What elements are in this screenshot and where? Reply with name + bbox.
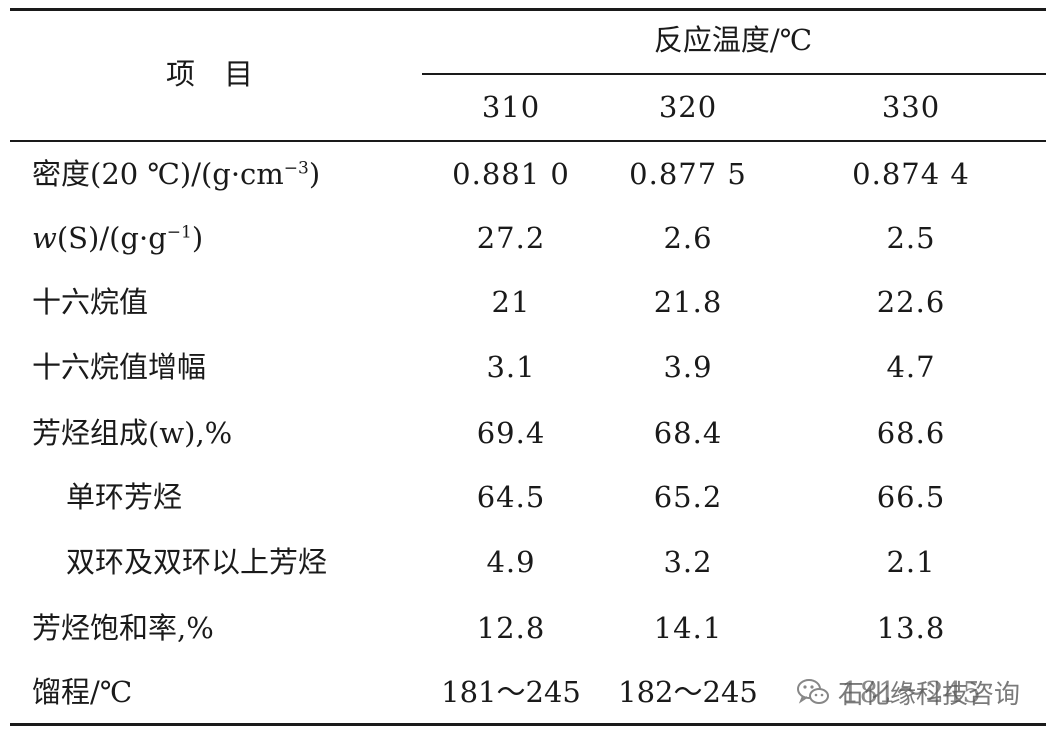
table-cell: 3.9 xyxy=(663,350,713,384)
row-label-saturation: 芳烃饱和率,% xyxy=(32,611,214,645)
table-bottom-rule xyxy=(10,723,1046,726)
header-bottom-rule xyxy=(10,140,1046,142)
row-label-cetane-increase: 十六烷值增幅 xyxy=(32,350,207,384)
table-cell: 69.4 xyxy=(476,416,546,450)
table-top-rule xyxy=(10,8,1046,11)
table-cell: 2.5 xyxy=(886,221,936,255)
header-column-310: 310 xyxy=(481,90,541,124)
table-cell: 182～245 xyxy=(618,675,758,709)
table-cell: 0.881 0 xyxy=(452,157,570,191)
table-cell: 68.4 xyxy=(653,416,723,450)
header-group-label: 反应温度/℃ xyxy=(653,23,813,57)
table-cell: 27.2 xyxy=(476,221,546,255)
row-label-density: 密度(20 ℃)/(g·cm−3) xyxy=(32,157,321,191)
row-label-aromatics: 芳烃组成(w),% xyxy=(32,416,233,450)
table-cell: 68.6 xyxy=(876,416,946,450)
table-cell: 3.1 xyxy=(486,350,536,384)
table-cell: 21.8 xyxy=(653,285,723,319)
table-cell: 0.874 4 xyxy=(852,157,970,191)
table-cell: 2.1 xyxy=(886,545,936,579)
table-cell: 13.8 xyxy=(876,611,946,645)
table-cell: 2.6 xyxy=(663,221,713,255)
row-label-cetane: 十六烷值 xyxy=(32,285,149,319)
table-cell: 3.2 xyxy=(663,545,713,579)
row-label-polyaromatics: 双环及双环以上芳烃 xyxy=(66,545,328,579)
header-column-330: 330 xyxy=(881,90,941,124)
table-cell: 21 xyxy=(491,285,531,319)
row-label-sulfur: w(S)/(g·g−1) xyxy=(32,221,204,255)
table-cell: 181～245 xyxy=(841,675,981,709)
header-item-label: 项 目 xyxy=(166,57,254,91)
table-cell: 0.877 5 xyxy=(629,157,747,191)
table-cell: 14.1 xyxy=(653,611,723,645)
watermark: 石化缘科技咨询 xyxy=(796,672,1020,712)
row-label-monoaromatics: 单环芳烃 xyxy=(66,480,183,514)
table-cell: 64.5 xyxy=(476,480,546,514)
row-label-distillation: 馏程/℃ xyxy=(32,675,133,709)
table-cell: 66.5 xyxy=(876,480,946,514)
table-cell: 22.6 xyxy=(876,285,946,319)
table-cell: 4.9 xyxy=(486,545,536,579)
watermark-text: 石化缘科技咨询 xyxy=(838,679,1021,710)
table-cell: 181～245 xyxy=(441,675,581,709)
table-cell: 12.8 xyxy=(476,611,546,645)
wechat-icon xyxy=(796,677,830,707)
table-cell: 65.2 xyxy=(653,480,723,514)
header-group-rule xyxy=(422,73,1046,75)
header-column-320: 320 xyxy=(658,90,718,124)
table-cell: 4.7 xyxy=(886,350,936,384)
